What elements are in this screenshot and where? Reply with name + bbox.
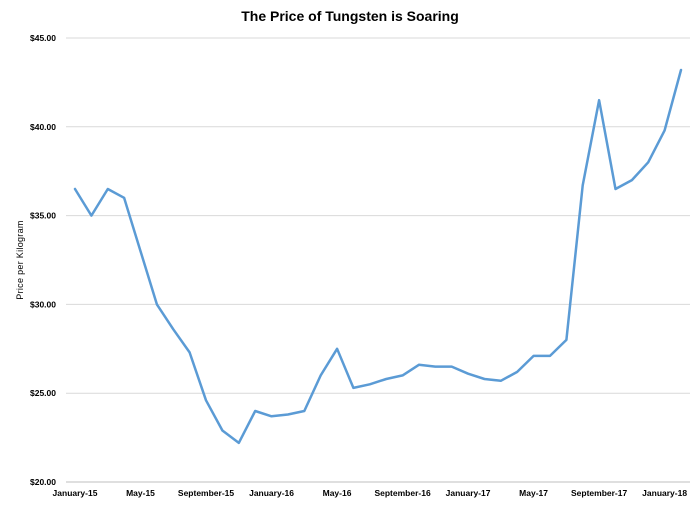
data-point — [90, 214, 92, 216]
y-tick-label: $20.00 — [30, 477, 56, 487]
data-point — [156, 303, 158, 305]
y-tick-label: $45.00 — [30, 33, 56, 43]
x-tick-label: May-16 — [323, 488, 352, 498]
x-tick-label: May-15 — [126, 488, 155, 498]
data-point — [287, 413, 289, 415]
data-point — [336, 348, 338, 350]
data-point — [172, 328, 174, 330]
data-point — [532, 355, 534, 357]
data-point — [270, 415, 272, 417]
x-tick-label: September-17 — [571, 488, 627, 498]
data-point — [319, 374, 321, 376]
data-point — [123, 197, 125, 199]
data-point — [663, 129, 665, 131]
x-tick-label: January-16 — [249, 488, 294, 498]
data-point — [254, 410, 256, 412]
data-point — [238, 442, 240, 444]
data-point — [107, 188, 109, 190]
data-point — [139, 250, 141, 252]
y-tick-label: $35.00 — [30, 211, 56, 221]
data-point — [369, 383, 371, 385]
data-point — [500, 380, 502, 382]
data-point — [565, 339, 567, 341]
y-tick-label: $25.00 — [30, 388, 56, 398]
data-point — [418, 364, 420, 366]
data-point — [582, 184, 584, 186]
chart-title: The Price of Tungsten is Soaring — [241, 8, 459, 24]
y-tick-label: $40.00 — [30, 122, 56, 132]
data-point — [631, 179, 633, 181]
data-point — [598, 99, 600, 101]
x-tick-label: September-16 — [374, 488, 430, 498]
data-point — [221, 429, 223, 431]
series-line — [73, 68, 683, 445]
x-tick-label: January-18 — [642, 488, 687, 498]
y-tick-label: $30.00 — [30, 299, 56, 309]
data-point — [483, 378, 485, 380]
data-point — [205, 399, 207, 401]
data-point — [680, 69, 682, 71]
data-point — [434, 365, 436, 367]
x-tick-label: September-15 — [178, 488, 234, 498]
x-tick-label: January-17 — [446, 488, 491, 498]
data-point — [647, 161, 649, 163]
data-point — [614, 188, 616, 190]
data-point — [74, 188, 76, 190]
data-point — [303, 410, 305, 412]
x-tick-label: January-15 — [53, 488, 98, 498]
data-point — [352, 387, 354, 389]
data-point — [467, 372, 469, 374]
data-point — [401, 374, 403, 376]
data-point — [188, 351, 190, 353]
x-tick-label: May-17 — [519, 488, 548, 498]
data-point — [549, 355, 551, 357]
data-point — [451, 365, 453, 367]
data-point — [516, 371, 518, 373]
data-point — [385, 378, 387, 380]
